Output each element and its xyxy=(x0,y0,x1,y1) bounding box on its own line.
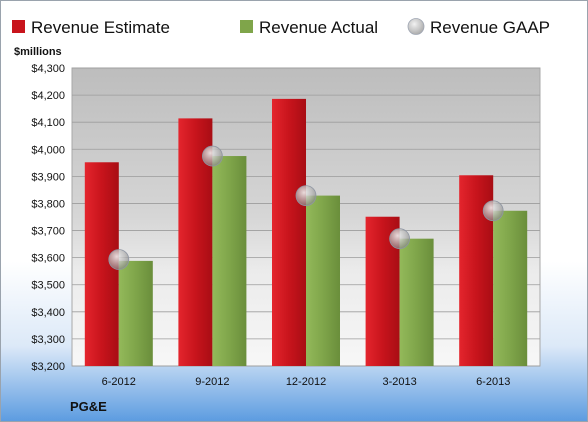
legend-label-gaap: Revenue GAAP xyxy=(430,18,550,37)
y-tick-label: $4,300 xyxy=(31,63,65,75)
legend-swatch-actual xyxy=(240,20,253,33)
bar-revenue-actual xyxy=(118,260,153,366)
x-tick-label: 3-2013 xyxy=(382,376,416,388)
y-tick-label: $4,200 xyxy=(31,90,65,102)
gaap-marker xyxy=(389,228,411,250)
y-tick-label: $4,100 xyxy=(31,117,65,129)
x-tick-label: 9-2012 xyxy=(195,376,229,388)
gaap-marker xyxy=(295,185,317,206)
gaap-markers xyxy=(108,145,504,270)
y-axis-unit-label: $millions xyxy=(14,46,62,58)
bar-revenue-actual xyxy=(306,195,340,366)
y-tick-label: $3,400 xyxy=(31,307,65,319)
x-tick-label: 6-2012 xyxy=(102,376,136,388)
legend-label-actual: Revenue Actual xyxy=(259,18,378,37)
bar-revenue-actual xyxy=(493,210,528,366)
bars xyxy=(84,98,528,366)
x-tick-label: 6-2013 xyxy=(476,376,510,388)
legend-label-estimate: Revenue Estimate xyxy=(31,18,170,37)
y-tick-label: $3,600 xyxy=(31,253,65,265)
bar-revenue-actual xyxy=(212,156,247,366)
x-axis-ticks: 6-2012 9-2012 12-2012 3-2013 6-2013 xyxy=(102,376,511,388)
legend: Revenue Estimate Revenue Actual Revenue … xyxy=(12,18,550,37)
bar-revenue-actual xyxy=(399,238,434,366)
gaap-marker xyxy=(482,200,504,222)
bar-revenue-estimate xyxy=(272,98,306,366)
company-label: PG&E xyxy=(70,399,107,414)
y-tick-label: $3,900 xyxy=(31,171,65,183)
legend-swatch-estimate xyxy=(12,20,25,33)
legend-swatch-gaap xyxy=(407,18,425,35)
y-tick-label: $3,500 xyxy=(31,280,65,292)
y-tick-label: $3,300 xyxy=(31,334,65,346)
gaap-marker xyxy=(201,145,223,167)
x-tick-label: 12-2012 xyxy=(286,376,326,388)
y-axis-ticks: $3,200 $3,300 $3,400 $3,500 $3,600 $3,700 $3,8… xyxy=(31,63,65,373)
y-tick-label: $4,000 xyxy=(31,144,65,156)
y-tick-label: $3,700 xyxy=(31,226,65,238)
gaap-marker xyxy=(108,249,130,270)
y-tick-label: $3,800 xyxy=(31,198,65,210)
y-tick-label: $3,200 xyxy=(31,361,65,373)
